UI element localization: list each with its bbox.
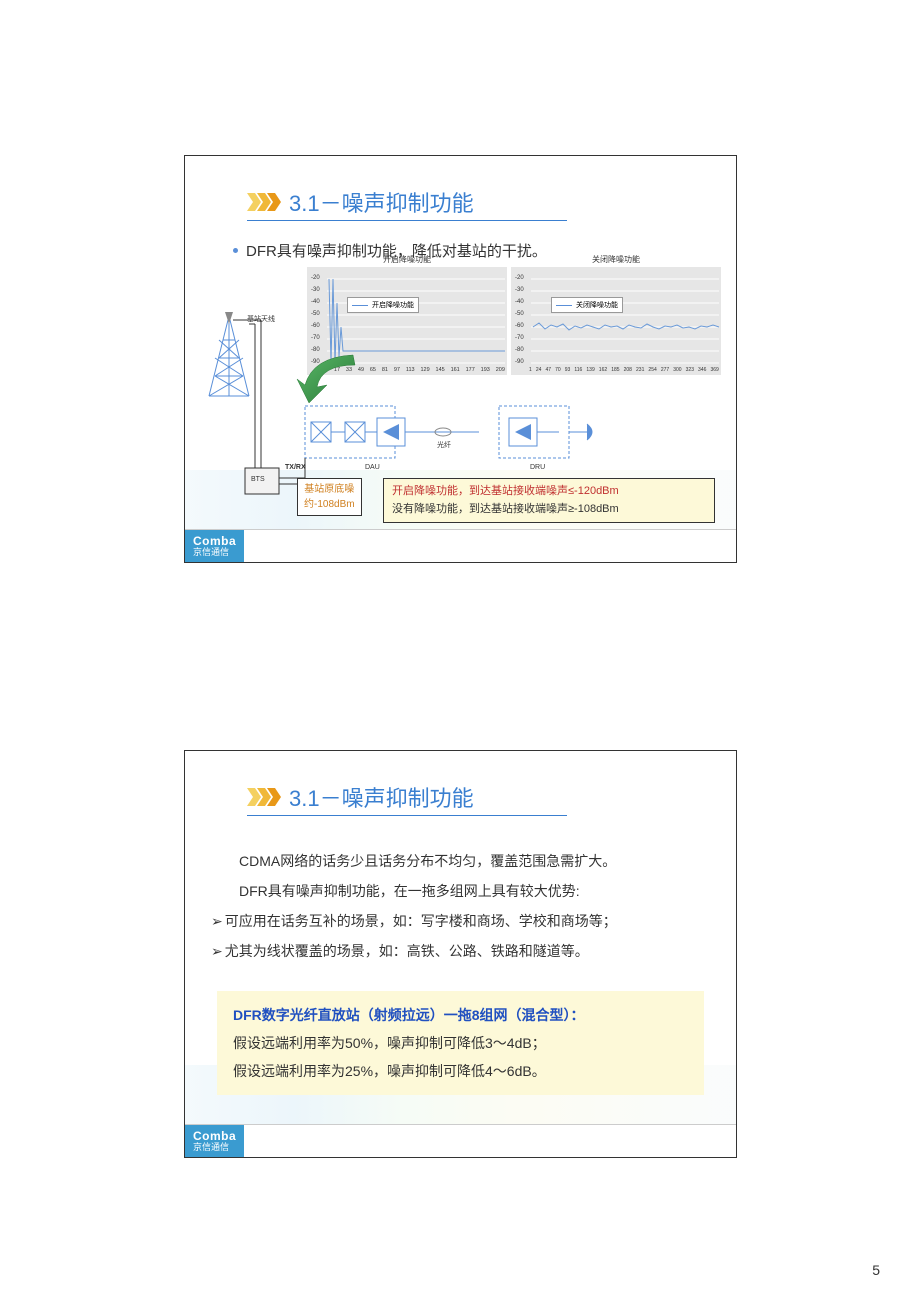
title-block: 3.1－噪声抑制功能 xyxy=(247,186,567,221)
body-text: CDMA网络的话务少且话务分布不均匀，覆盖范围急需扩大。 DFR具有噪声抑制功能… xyxy=(211,847,710,967)
triangle-right-icon: ➢ xyxy=(211,913,223,929)
triangle-right-icon: ➢ xyxy=(211,943,223,959)
footer-line xyxy=(185,529,736,530)
slide2-title: 3.1－噪声抑制功能 xyxy=(289,781,474,813)
slide1-title: 3.1－噪声抑制功能 xyxy=(289,186,474,218)
highlight-box: DFR数字光纤直放站（射频拉远）一拖8组网（混合型）： 假设远端利用率为50%，… xyxy=(217,991,704,1095)
dru-label: DRU xyxy=(530,464,545,471)
brand-sub: 京信通信 xyxy=(193,1143,236,1153)
bullet-dot-icon xyxy=(233,248,238,253)
bullet-1: ➢可应用在话务互补的场景，如：写字楼和商场、学校和商场等； xyxy=(211,907,710,935)
hl-title: DFR数字光纤直放站（射频拉远）一拖8组网（混合型）： xyxy=(233,1001,688,1029)
slide-2: 3.1－噪声抑制功能 CDMA网络的话务少且话务分布不均匀，覆盖范围急需扩大。 … xyxy=(184,750,737,1158)
title-underline xyxy=(247,815,567,816)
chart-on-title: 开启降噪功能 xyxy=(307,254,507,265)
title-chevron-icon xyxy=(247,788,283,806)
bullet-2: ➢尤其为线状覆盖的场景，如：高铁、公路、铁路和隧道等。 xyxy=(211,937,710,965)
brand-sub: 京信通信 xyxy=(193,548,236,558)
block-diagram xyxy=(199,306,729,506)
tower-label: 基站天线 xyxy=(247,314,275,324)
p2: DFR具有噪声抑制功能，在一拖多组网上具有较大优势: xyxy=(211,877,710,905)
slide-footer: Comba 京信通信 xyxy=(185,1125,244,1157)
txrx-label: TX/RX xyxy=(285,464,306,471)
dau-label: DAU xyxy=(365,464,380,471)
callout-comparison: 开启降噪功能，到达基站接收端噪声≤-120dBm 没有降噪功能，到达基站接收端噪… xyxy=(383,478,715,523)
hl-line1: 假设远端利用率为50%，噪声抑制可降低3～4dB； xyxy=(233,1029,688,1057)
bts-label: BTS xyxy=(251,476,265,483)
fiber-label: 光纤 xyxy=(437,440,451,450)
p1: CDMA网络的话务少且话务分布不均匀，覆盖范围急需扩大。 xyxy=(211,847,710,875)
footer-line xyxy=(185,1124,736,1125)
chart-off-title: 关闭降噪功能 xyxy=(511,254,721,265)
callout-noise-floor: 基站原底噪 约-108dBm xyxy=(297,478,362,516)
title-chevron-icon xyxy=(247,193,283,211)
slide-1: 3.1－噪声抑制功能 DFR具有噪声抑制功能，降低对基站的干扰。 开启降噪功能 xyxy=(184,155,737,563)
title-block: 3.1－噪声抑制功能 xyxy=(247,781,567,816)
page-number: 5 xyxy=(872,1262,880,1278)
slide-footer: Comba 京信通信 xyxy=(185,530,244,562)
hl-line2: 假设远端利用率为25%，噪声抑制可降低4～6dB。 xyxy=(233,1057,688,1085)
title-underline xyxy=(247,220,567,221)
